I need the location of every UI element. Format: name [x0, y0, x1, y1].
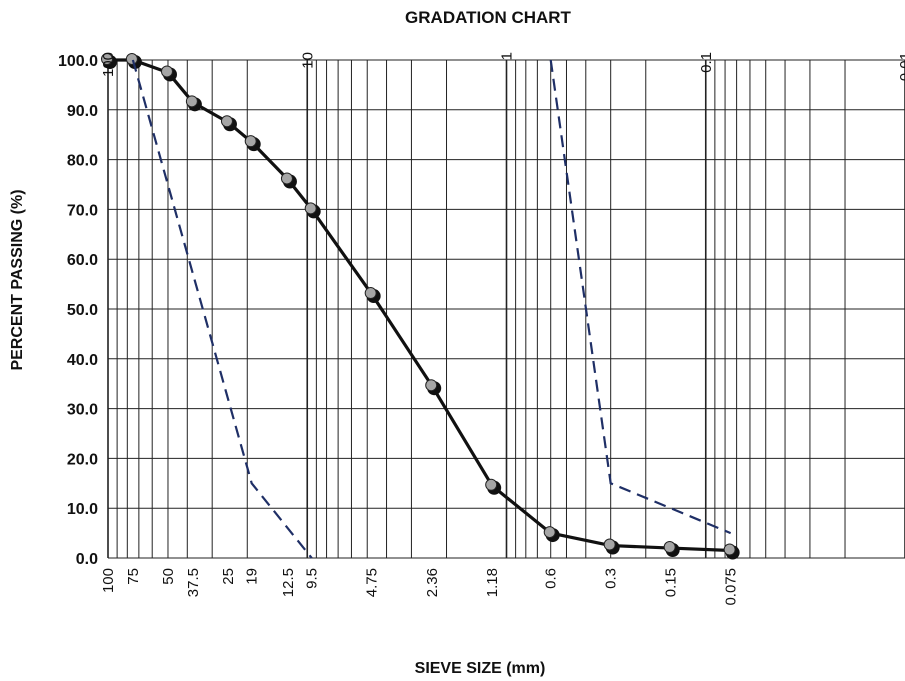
bottom-tick-label: 37.5 [185, 568, 202, 597]
top-tick-label: 100 [100, 52, 117, 77]
data-point [101, 53, 113, 65]
y-tick-label: 80.0 [67, 153, 98, 170]
bottom-tick-label: 100 [100, 568, 117, 593]
top-tick-label: 1 [499, 52, 516, 60]
y-tick-label: 90.0 [67, 103, 98, 120]
y-tick-label: 20.0 [67, 451, 98, 468]
bottom-tick-label: 0.15 [663, 568, 680, 597]
data-point [220, 115, 233, 128]
bottom-tick-label: 4.75 [364, 568, 381, 597]
series-layer [101, 53, 740, 560]
x-axis-title: SIEVE SIZE (mm) [415, 660, 546, 677]
y-tick-label: 100.0 [58, 53, 98, 70]
data-point [485, 478, 498, 491]
data-point [663, 541, 676, 554]
bottom-tick-label: 25 [220, 568, 237, 585]
bottom-tick-label: 19 [244, 568, 261, 585]
limit-line-2 [549, 59, 732, 535]
bottom-tick-label: 9.5 [304, 568, 321, 589]
top-tick-label: 10 [299, 52, 316, 69]
bottom-tick-label: 0.075 [723, 568, 740, 606]
data-point [244, 135, 257, 148]
data-point [125, 53, 138, 65]
data-point [723, 543, 736, 556]
y-tick-label: 0.0 [76, 551, 98, 568]
bottom-tick-label: 50 [160, 568, 177, 585]
y-tick-label: 60.0 [67, 252, 98, 269]
bottom-tick-label: 75 [125, 568, 142, 585]
data-point [543, 526, 556, 539]
top-tick-label: 0.1 [698, 52, 715, 73]
y-tick-label: 50.0 [67, 302, 98, 319]
data-point [603, 538, 616, 551]
top-axis-ticks: 100 10 1 0.1 0.01 [100, 52, 905, 81]
y-axis-ticks: 0.0 10.0 20.0 30.0 40.0 50.0 60.0 70.0 80.0 90.0 1… [58, 53, 98, 568]
bottom-tick-label: 0.3 [603, 568, 620, 589]
y-axis-title: PERCENT PASSING (%) [9, 189, 26, 370]
y-tick-label: 70.0 [67, 202, 98, 219]
bottom-tick-label: 1.18 [484, 568, 501, 597]
bottom-tick-label: 0.6 [543, 568, 560, 589]
bottom-axis-ticks: 100 75 50 37.5 25 19 12.5 9.5 4.75 2.36 1.18 0.6 0.3… [100, 568, 740, 606]
data-point [160, 65, 173, 78]
y-tick-label: 40.0 [67, 352, 98, 369]
y-tick-label: 30.0 [67, 402, 98, 419]
data-point [304, 202, 317, 215]
grid [107, 59, 905, 559]
bottom-tick-label: 2.36 [424, 568, 441, 597]
chart-title: GRADATION CHART [405, 8, 572, 27]
data-point [364, 287, 377, 300]
bottom-tick-label: 12.5 [280, 568, 297, 597]
y-tick-label: 10.0 [67, 501, 98, 518]
top-tick-label: 0.01 [897, 52, 905, 81]
data-point [280, 172, 293, 185]
limit-line-1 [131, 59, 313, 559]
data-point [185, 95, 198, 108]
data-point [425, 379, 438, 392]
